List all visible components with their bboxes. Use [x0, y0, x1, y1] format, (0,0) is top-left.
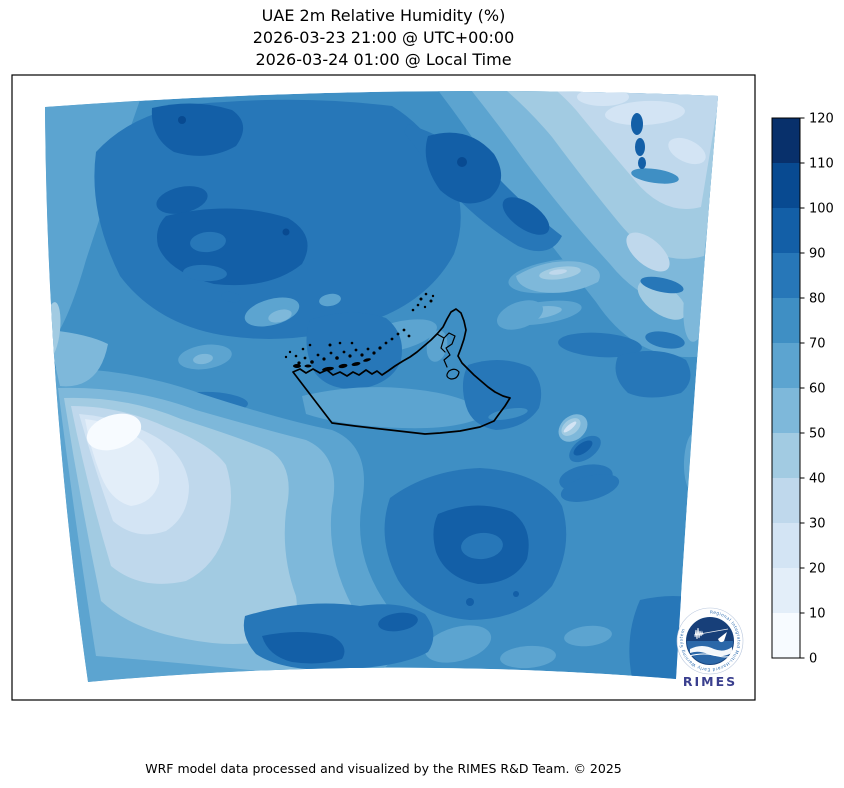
enclave-loop [446, 368, 460, 380]
contour-gulf-50 [193, 353, 213, 365]
colorbar-tick-label: 30 [809, 517, 826, 532]
contour-100-dot [457, 157, 467, 167]
contour-right-80 [615, 350, 691, 398]
colorbar-segment [772, 343, 800, 388]
contour-sc-80-inner [461, 532, 503, 560]
colorbar-tick-label: 110 [809, 157, 834, 172]
colorbar-segment [772, 298, 800, 343]
colorbar-tick-label: 40 [809, 472, 826, 487]
colorbar-tick-label: 50 [809, 427, 826, 442]
colorbar-segment [772, 433, 800, 478]
contour-ne-30-tongue [626, 232, 670, 272]
contour-sw-0-core [86, 413, 142, 451]
contour-left-50-band [50, 330, 108, 387]
contour-inland-60 [302, 387, 488, 429]
credit-text: WRF model data processed and visualized … [145, 761, 622, 776]
logo-bird-icon [718, 632, 727, 643]
contour-ne-40-patch [637, 280, 687, 320]
contour-coast-80 [306, 312, 402, 390]
title-line-2: 2026-03-23 21:00 @ UTC+00:00 [252, 28, 515, 47]
colorbar-segment [772, 613, 800, 658]
colorbar-tick-label: 100 [809, 202, 834, 217]
colorbar-segment [772, 568, 800, 613]
contour-60-patch [497, 300, 543, 330]
contour-mark-90 [573, 440, 593, 456]
contour-70-streak [488, 407, 528, 421]
contour-rm-80 [558, 332, 642, 358]
contour-eye-30 [549, 269, 567, 275]
contour-nw-80-hole [190, 231, 226, 253]
colorbar: 0 10 20 30 40 50 60 70 80 90 100 110 120 [771, 112, 834, 667]
contour-sb-90 [378, 612, 418, 632]
contour-80-dash [221, 291, 241, 303]
contour-90-dot [466, 598, 474, 606]
oman-enclave-border [436, 332, 456, 368]
colorbar-segment [772, 208, 800, 253]
colorbar-segment [772, 163, 800, 208]
contour-bottom-60 [424, 625, 492, 663]
uae-border [292, 308, 511, 435]
contour-bottom-60 [564, 625, 612, 647]
contour-ne-90-streak [631, 113, 643, 135]
contour-field [45, 90, 718, 682]
logo-globe-upper [686, 617, 734, 641]
colorbar-segment [772, 253, 800, 298]
contour-slash-20 [563, 421, 577, 433]
contour-nw-90-top [151, 103, 244, 156]
contour-gulf-50 [268, 309, 292, 323]
logo-wordmark: RIMES [683, 674, 737, 689]
plot-title: UAE 2m Relative Humidity (%) 2026-03-23 … [12, 5, 755, 71]
rimes-logo: Regional Integrated Multi-Hazard Early W… [676, 607, 744, 689]
enclave-border [440, 337, 446, 353]
contour-bottom-60 [500, 645, 556, 669]
colorbar-segment [772, 388, 800, 433]
title-line-3: 2026-03-24 01:00 @ Local Time [255, 50, 512, 69]
logo-wave-icon [690, 646, 732, 657]
contour-ne-20-spot [605, 100, 685, 126]
title-line-1: UAE 2m Relative Humidity (%) [261, 6, 506, 25]
contour-80-dash [183, 264, 227, 282]
colorbar-tick-label: 80 [809, 292, 826, 307]
colorbar-segment [772, 478, 800, 523]
contour-ne-dash-80 [640, 276, 684, 294]
colorbar-segment [772, 118, 800, 163]
contour-sb-90 [262, 632, 345, 664]
contour-ne-20-spot [668, 137, 706, 165]
contour-ne-90-streak [635, 138, 645, 156]
contour-nc-90-core [425, 132, 502, 204]
colorbar-tick-label: 10 [809, 607, 826, 622]
contour-100-dot [282, 228, 290, 236]
colorbar-tick-label: 90 [809, 247, 826, 262]
contour-80-streak [560, 474, 620, 502]
contour-nc-90-core [502, 197, 550, 235]
logo-wave-line [688, 653, 732, 658]
contour-nw-90-blob [156, 186, 208, 214]
border-layer [284, 292, 511, 435]
logo-seismogram-icon [694, 627, 704, 640]
colorbar-tick-label: 20 [809, 562, 826, 577]
island-dots [284, 292, 435, 372]
contour-ne-90-streak [638, 157, 646, 169]
colorbar-tick-label: 60 [809, 382, 826, 397]
contour-gulf-60 [319, 293, 341, 307]
contour-ne-dash-70 [631, 168, 679, 184]
colorbar-tick-label: 120 [809, 112, 834, 127]
contour-100-dot [178, 116, 186, 124]
contour-90-dot [513, 591, 519, 597]
colorbar-tick-label: 0 [809, 652, 817, 667]
contour-rm-80 [645, 331, 685, 349]
colorbar-tick-label: 70 [809, 337, 826, 352]
colorbar-segment [772, 523, 800, 568]
